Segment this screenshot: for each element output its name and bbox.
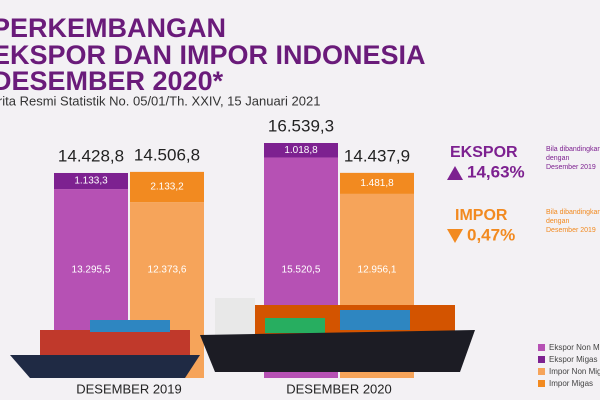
ship-illustration — [10, 298, 475, 378]
annotation-note: Bila dibandingkan — [546, 209, 600, 216]
bar-segment — [264, 143, 338, 158]
segment-label: 12.373,6 — [148, 265, 187, 276]
total-label: 16.539,3 — [268, 116, 334, 135]
total-label: 14.506,8 — [134, 145, 200, 164]
bar-segment — [130, 171, 204, 203]
segment-label: 15.520,5 — [282, 265, 321, 276]
subtitle: Berita Resmi Statistik No. 05/01/Th. XXI… — [0, 93, 320, 108]
segment-label: 1.133,3 — [74, 176, 108, 187]
annotation-label: EKSPOR — [450, 144, 518, 161]
change-arrow — [447, 166, 463, 180]
x-tick-label: DESEMBER 2020 — [286, 381, 392, 396]
legend-label: Impor Non Migas — [549, 367, 600, 376]
annotation-label: IMPOR — [455, 207, 508, 224]
hull — [10, 355, 200, 378]
annotation-note: Desember 2019 — [546, 227, 596, 234]
title-line: DESEMBER 2020* — [0, 66, 224, 96]
total-label: 14.428,8 — [58, 146, 124, 165]
annotation-note: Bila dibandingkan — [546, 146, 600, 153]
segment-label: 2.133,2 — [150, 182, 184, 193]
legend-swatch — [538, 380, 545, 387]
change-label: 14,63% — [467, 162, 525, 181]
bridge — [215, 298, 255, 338]
segment-label: 1.018,8 — [284, 145, 318, 156]
containers — [265, 318, 325, 333]
total-label: 14.437,9 — [344, 146, 410, 165]
legend-label: Impor Migas — [549, 379, 593, 388]
segment-label: 1.481,8 — [360, 178, 394, 189]
legend-swatch — [538, 356, 545, 363]
title-line: PERKEMBANGAN — [0, 13, 226, 43]
hull — [200, 330, 475, 372]
containers — [90, 320, 170, 332]
legend-swatch — [538, 344, 545, 351]
segment-label: 13.295,5 — [72, 265, 111, 276]
change-arrow — [447, 229, 463, 243]
change-label: 0,47% — [467, 225, 515, 244]
legend-label: Ekspor Migas — [549, 355, 597, 364]
legend-swatch — [538, 368, 545, 375]
annotation-note: Desember 2019 — [546, 164, 596, 171]
annotation-note: dengan — [546, 155, 569, 162]
legend-label: Ekspor Non Migas — [549, 343, 600, 352]
segment-label: 12.956,1 — [358, 265, 397, 276]
x-tick-label: DESEMBER 2019 — [76, 381, 182, 396]
annotation-note: dengan — [546, 218, 569, 225]
bar-segment — [54, 172, 128, 190]
containers — [340, 310, 410, 330]
title-line: EKSPOR DAN IMPOR INDONESIA — [0, 40, 426, 70]
bar-segment — [340, 172, 414, 194]
